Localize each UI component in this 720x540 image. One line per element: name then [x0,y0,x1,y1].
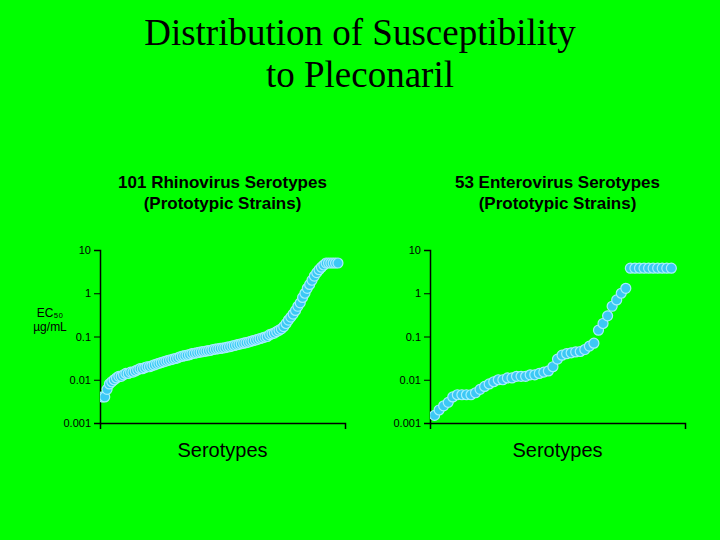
y-tick: 1 [85,287,100,299]
y-tick: 0.01 [70,374,100,386]
x-axis [431,424,686,430]
x-axis-title: Serotypes [512,439,602,461]
background [0,0,720,540]
panel-title-line: (Prototypic Strains) [479,194,637,213]
panel: 101 Rhinovirus Serotypes (Prototypic Stra… [33,173,345,461]
panel-title-line: 101 Rhinovirus Serotypes [118,173,327,192]
panel-title-line: 53 Enterovirus Serotypes [455,173,660,192]
points [100,258,343,402]
x-axis-title: Serotypes [177,439,267,461]
y-tick-label: 10 [79,244,91,256]
x-axis [101,424,346,430]
y-tick-mark [424,293,430,294]
y-tick-mark [424,380,430,381]
y-tick-label: 0.1 [406,331,421,343]
y-tick-mark [94,380,100,381]
y-tick-mark [424,250,430,251]
y-tick: 10 [79,244,100,256]
y-axis: 0.001 0.01 0.1 1 10 [63,244,100,429]
x-axis-line [431,424,686,430]
data-point [666,263,676,273]
y-tick-mark [94,337,100,338]
y-tick-mark [94,423,100,424]
y-tick-mark [424,337,430,338]
panel-title: 53 Enterovirus Serotypes (Prototypic Stra… [455,173,660,213]
data-point [603,311,613,321]
chart-canvas: Distribution of Susceptibilityto Plecona… [0,0,720,540]
y-tick: 10 [409,244,430,256]
y-tick-mark [424,423,430,424]
panel-title-line: (Prototypic Strains) [144,194,302,213]
y-axis-line [94,251,101,424]
y-tick: 0.01 [400,374,430,386]
data-point [333,258,343,268]
y-tick-mark [94,250,100,251]
points [430,263,676,420]
y-tick-mark [94,293,100,294]
y-axis-title: EC₅₀µg/mL [33,306,67,334]
y-tick-label: 1 [85,287,91,299]
y-tick-label: 0.1 [76,331,91,343]
main-title-line: to Pleconaril [266,54,454,95]
panel-title: 101 Rhinovirus Serotypes (Prototypic Stra… [118,173,327,213]
y-tick: 1 [415,287,430,299]
data-point [621,283,631,293]
panel: 53 Enterovirus Serotypes (Prototypic Stra… [393,173,685,461]
y-tick-label: 0.01 [70,374,91,386]
y-tick: 0.1 [76,331,100,343]
y-tick-label: 0.01 [400,374,421,386]
y-axis-title-line: µg/mL [33,320,67,334]
y-axis: 0.001 0.01 0.1 1 10 [393,244,430,429]
y-tick: 0.1 [406,331,430,343]
data-point [589,338,599,348]
y-axis-line [424,251,431,424]
y-tick: 0.001 [393,417,430,429]
main-title-line: Distribution of Susceptibility [144,12,576,53]
main-title: Distribution of Susceptibilityto Plecona… [144,12,576,95]
y-axis-title-line: EC₅₀ [37,306,64,320]
x-axis-line [101,424,346,430]
y-tick-label: 0.001 [393,417,421,429]
y-tick-label: 0.001 [63,417,91,429]
y-tick-label: 1 [415,287,421,299]
y-tick: 0.001 [63,417,100,429]
y-tick-label: 10 [409,244,421,256]
